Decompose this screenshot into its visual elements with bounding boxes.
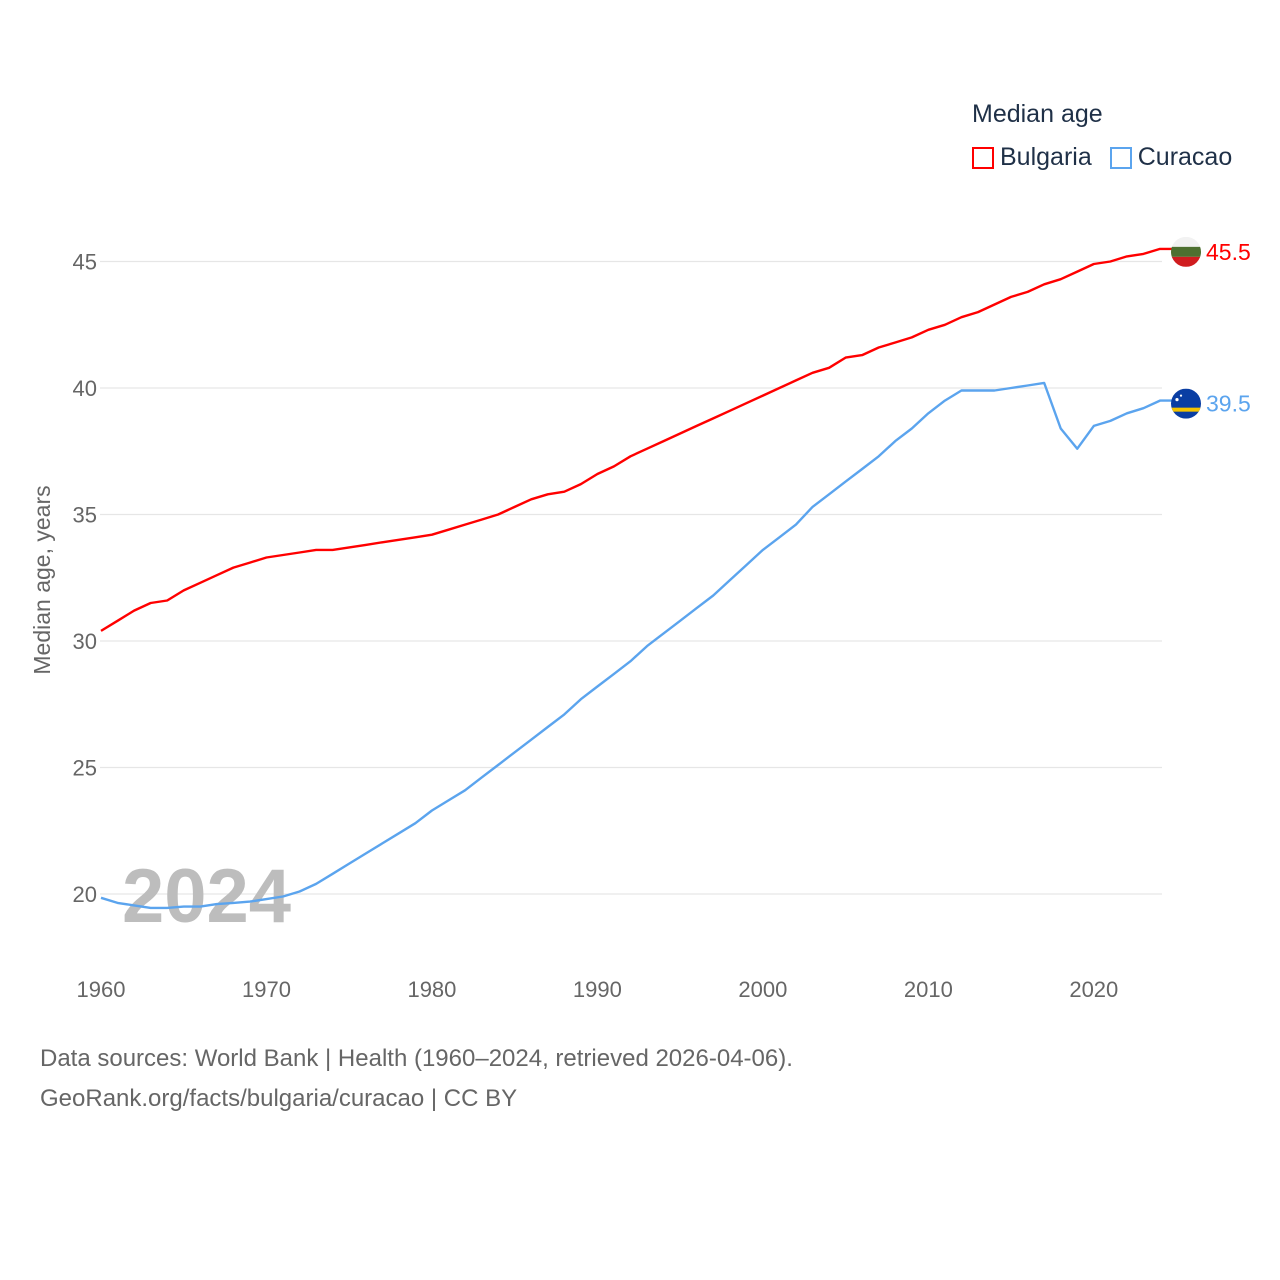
y-axis-label: Median age, years: [29, 485, 55, 674]
legend-title: Median age: [972, 100, 1103, 128]
flag-star: [1175, 398, 1179, 402]
flag-stripe-white: [1171, 236, 1201, 247]
y-tick-label: 30: [73, 629, 97, 654]
series-line-curacao: [100, 381, 1174, 910]
legend-item-curacao[interactable]: Curacao: [1109, 143, 1233, 172]
legend: Bulgaria Curacao: [972, 143, 1232, 172]
end-value-label-curacao: 39.5: [1206, 391, 1251, 417]
legend-label-curacao: Curacao: [1137, 143, 1233, 171]
end-value-label-bulgaria: 45.5: [1206, 239, 1251, 265]
y-tick-label: 35: [73, 503, 97, 528]
x-tick-label: 2010: [904, 977, 953, 1002]
y-axis-ticks: 20 25 30 35 40 45: [73, 250, 97, 908]
data-source-note: Data sources: World Bank | Health (1960–…: [40, 1045, 793, 1072]
x-tick-label: 2020: [1069, 977, 1118, 1002]
y-tick-label: 25: [73, 756, 97, 781]
year-watermark: 2024: [122, 854, 291, 939]
y-tick-label: 45: [73, 250, 97, 275]
flag-stripe-red: [1171, 256, 1201, 267]
gridlines: [100, 260, 1162, 895]
legend-label-bulgaria: Bulgaria: [1000, 143, 1092, 171]
flag-body: [1171, 388, 1201, 419]
flag-bulgaria-icon: [1171, 236, 1201, 267]
legend-item-bulgaria[interactable]: Bulgaria: [972, 143, 1092, 172]
x-tick-label: 1980: [407, 977, 456, 1002]
flag-stripe-green: [1171, 246, 1201, 257]
x-tick-label: 1990: [573, 977, 622, 1002]
legend-swatch-curacao: [1109, 146, 1132, 169]
series-end-markers: 45.5 39.5: [1171, 236, 1251, 419]
flag-stripe-yellow: [1171, 407, 1201, 412]
series-line-bulgaria: [100, 247, 1174, 632]
flag-curacao-icon: [1171, 388, 1201, 419]
flag-star: [1179, 394, 1183, 397]
series-lines: [100, 247, 1174, 910]
y-tick-label: 20: [73, 882, 97, 907]
flag-body: [1171, 236, 1201, 267]
y-tick-label: 40: [73, 376, 97, 401]
x-tick-label: 1960: [77, 977, 126, 1002]
x-axis-ticks: 1960 1970 1980 1990 2000 2010 2020: [77, 977, 1119, 1002]
x-tick-label: 2000: [738, 977, 787, 1002]
legend-swatch-bulgaria: [972, 146, 994, 169]
flag-field-blue: [1171, 388, 1201, 419]
x-tick-label: 1970: [242, 977, 291, 1002]
attribution-link[interactable]: GeoRank.org/facts/bulgaria/curacao | CC …: [40, 1085, 518, 1112]
